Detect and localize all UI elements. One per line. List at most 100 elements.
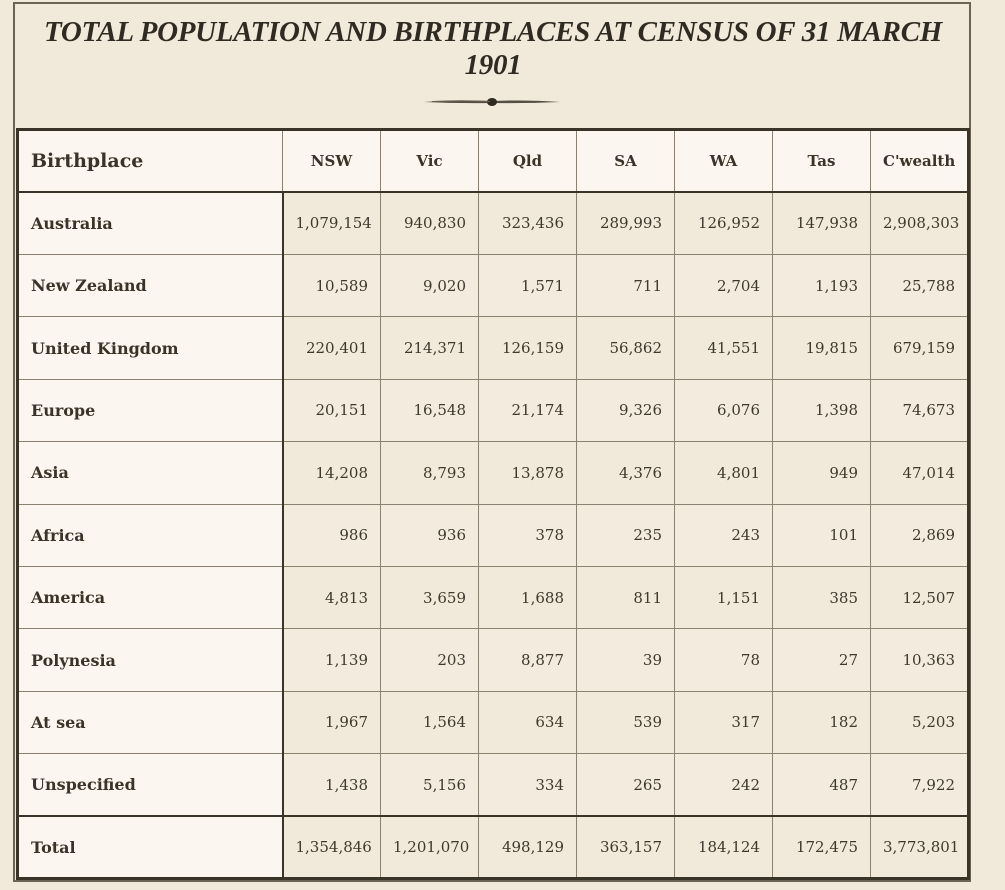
- row-label: Asia: [17, 441, 284, 505]
- table-cell: 243: [674, 503, 773, 567]
- table-cell: 385: [772, 565, 871, 630]
- table-cell: 10,589: [282, 253, 381, 318]
- column-header-vic: Vic: [380, 129, 479, 193]
- table-cell: 539: [576, 690, 675, 755]
- table-cell: 3,659: [380, 565, 479, 630]
- table-cell: 711: [576, 253, 675, 318]
- column-header-cwealth: C'wealth: [870, 129, 969, 193]
- row-label: Total: [17, 815, 284, 880]
- table-cell: 634: [478, 690, 577, 755]
- row-label: Polynesia: [17, 628, 284, 692]
- table-cell: 4,801: [674, 441, 773, 505]
- table-cell: 6,076: [674, 378, 773, 443]
- table-cell: 363,157: [576, 815, 675, 880]
- table-cell: 74,673: [870, 378, 969, 443]
- column-header-wa: WA: [674, 129, 773, 193]
- table-cell: 5,156: [380, 753, 479, 817]
- table-cell: 289,993: [576, 191, 675, 255]
- table-row: Polynesia 1,139 203 8,877 39 78 27 10,363: [17, 628, 969, 692]
- table-cell: 811: [576, 565, 675, 630]
- table-cell: 334: [478, 753, 577, 817]
- table-cell: 25,788: [870, 253, 969, 318]
- table-cell: 101: [772, 503, 871, 567]
- table-cell: 940,830: [380, 191, 479, 255]
- table-cell: 9,020: [380, 253, 479, 318]
- table-cell: 203: [380, 628, 479, 692]
- row-label: United Kingdom: [17, 316, 284, 380]
- table-cell: 8,793: [380, 441, 479, 505]
- table-cell: 7,922: [870, 753, 969, 817]
- row-label: America: [17, 565, 284, 630]
- divider-ornament: [424, 98, 560, 106]
- table-cell: 986: [282, 503, 381, 567]
- table-cell: 265: [576, 753, 675, 817]
- table-cell: 214,371: [380, 316, 479, 380]
- table-cell: 1,688: [478, 565, 577, 630]
- table-cell: 172,475: [772, 815, 871, 880]
- column-header-nsw: NSW: [282, 129, 381, 193]
- column-header-tas: Tas: [772, 129, 871, 193]
- table-cell: 20,151: [282, 378, 381, 443]
- table-cell: 56,862: [576, 316, 675, 380]
- table-body: Australia 1,079,154 940,830 323,436 289,993 1…: [17, 191, 969, 880]
- table-cell: 19,815: [772, 316, 871, 380]
- table-cell: 16,548: [380, 378, 479, 443]
- table-cell: 39: [576, 628, 675, 692]
- table-cell: 220,401: [282, 316, 381, 380]
- table-cell: 679,159: [870, 316, 969, 380]
- table-row: Europe 20,151 16,548 21,174 9,326 6,076 1,398 7…: [17, 378, 969, 443]
- table-cell: 41,551: [674, 316, 773, 380]
- table-cell: 27: [772, 628, 871, 692]
- header-row: Birthplace NSW Vic Qld SA WA Tas C'wealt…: [17, 129, 969, 193]
- column-header-sa: SA: [576, 129, 675, 193]
- table-row: At sea 1,967 1,564 634 539 317 182 5,203: [17, 690, 969, 755]
- table-cell: 1,564: [380, 690, 479, 755]
- table-cell: 378: [478, 503, 577, 567]
- table-cell: 487: [772, 753, 871, 817]
- table-cell: 949: [772, 441, 871, 505]
- table-cell: 1,438: [282, 753, 381, 817]
- table-cell: 242: [674, 753, 773, 817]
- table-row: America 4,813 3,659 1,688 811 1,151 385 12,507: [17, 565, 969, 630]
- row-label: Africa: [17, 503, 284, 567]
- table-cell: 8,877: [478, 628, 577, 692]
- table-cell: 4,813: [282, 565, 381, 630]
- table-cell: 3,773,801: [870, 815, 969, 880]
- table-cell: 9,326: [576, 378, 675, 443]
- column-header-birthplace: Birthplace: [17, 129, 283, 193]
- table-cell: 1,967: [282, 690, 381, 755]
- table-row: United Kingdom 220,401 214,371 126,159 56,86…: [17, 316, 969, 380]
- table-cell: 1,571: [478, 253, 577, 318]
- table-cell: 936: [380, 503, 479, 567]
- table-cell: 317: [674, 690, 773, 755]
- table-cell: 13,878: [478, 441, 577, 505]
- table-cell: 21,174: [478, 378, 577, 443]
- table-cell: 14,208: [282, 441, 381, 505]
- table-cell: 1,193: [772, 253, 871, 318]
- table-cell: 126,952: [674, 191, 773, 255]
- table-cell: 1,398: [772, 378, 871, 443]
- total-row: Total 1,354,846 1,201,070 498,129 363,157 184…: [17, 815, 969, 880]
- table-cell: 4,376: [576, 441, 675, 505]
- table-row: Australia 1,079,154 940,830 323,436 289,993 1…: [17, 191, 969, 255]
- row-label: New Zealand: [17, 253, 284, 318]
- table-cell: 147,938: [772, 191, 871, 255]
- row-label: Europe: [17, 378, 284, 443]
- row-label: At sea: [17, 690, 284, 755]
- table-cell: 12,507: [870, 565, 969, 630]
- page-title: TOTAL POPULATION AND BIRTHPLACES AT CENS…: [43, 16, 942, 81]
- row-label: Australia: [17, 191, 284, 255]
- table-cell: 235: [576, 503, 675, 567]
- table-row: Africa 986 936 378 235 243 101 2,869: [17, 503, 969, 567]
- table-cell: 182: [772, 690, 871, 755]
- table-cell: 1,151: [674, 565, 773, 630]
- table-cell: 1,079,154: [282, 191, 381, 255]
- table-cell: 10,363: [870, 628, 969, 692]
- column-header-qld: Qld: [478, 129, 577, 193]
- census-table: Birthplace NSW Vic Qld SA WA Tas C'wealt…: [16, 128, 970, 880]
- table-cell: 184,124: [674, 815, 773, 880]
- table-cell: 2,908,303: [870, 191, 969, 255]
- table-cell: 126,159: [478, 316, 577, 380]
- table-cell: 2,704: [674, 253, 773, 318]
- table-cell: 1,139: [282, 628, 381, 692]
